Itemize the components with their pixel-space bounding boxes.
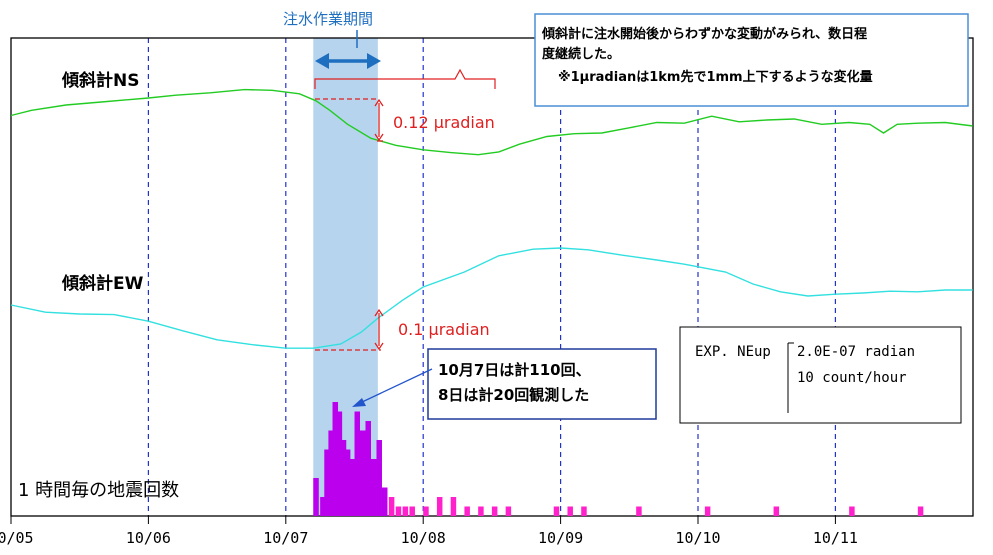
x-tick-label: 10/07 <box>263 529 308 547</box>
quake-bar <box>917 506 924 516</box>
note-line-1: 傾斜計に注水開始後からわずかな変動がみられ、数日程 <box>541 26 867 42</box>
note-line-2: 度継続した。 <box>542 46 620 62</box>
quake-bar <box>324 449 330 516</box>
x-axis-ticks: 10/05 10/06 10/07 10/08 10/09 10/10 10/11 <box>0 516 858 547</box>
callout-box <box>427 348 657 420</box>
x-tick-label: 10/06 <box>126 529 171 547</box>
quake-bar <box>478 506 484 516</box>
quake-bar <box>567 506 573 516</box>
quake-bar <box>409 506 415 516</box>
quake-bar <box>553 506 560 516</box>
quake-bar <box>349 459 355 516</box>
quake-bar <box>359 430 366 516</box>
quake-bar <box>320 497 326 516</box>
ew-delta-label: 0.1 μradian <box>398 320 490 339</box>
series-line-ns <box>10 88 973 156</box>
quake-bar <box>423 506 429 516</box>
injection-period-title: 注水作業期間 <box>283 10 373 28</box>
quake-bar <box>773 506 780 516</box>
quake-bar <box>328 430 334 516</box>
day-gridlines <box>147 38 837 516</box>
quake-bar <box>370 459 377 516</box>
quake-bar <box>436 497 443 516</box>
quake-bar <box>336 411 343 516</box>
ns-delta-arrow-icon <box>374 98 384 142</box>
callout-line-1: 10月7日は計110回、 <box>438 361 591 379</box>
x-tick-label: 10/05 <box>0 529 34 547</box>
series-label-ew: 傾斜計EW <box>61 273 144 294</box>
quake-count-label: 1 時間毎の地震回数 <box>18 480 179 501</box>
quake-bar <box>388 497 395 516</box>
series-line-ew <box>10 247 973 349</box>
ns-delta-label: 0.12 μradian <box>393 113 495 132</box>
plot-frame <box>10 37 974 517</box>
scale-legend-line-2: 10 count/hour <box>797 370 907 386</box>
callout-pointer-icon <box>352 368 433 407</box>
callout-line-2: 8日は計20回観測した <box>438 386 589 404</box>
scale-legend-label: EXP. NEup <box>695 344 771 360</box>
quake-bar <box>313 478 319 516</box>
x-tick-label: 10/11 <box>813 529 858 547</box>
quake-bar <box>704 506 711 516</box>
duration-brace <box>314 68 496 89</box>
ew-delta-arrow-icon <box>374 308 384 351</box>
quake-bar <box>395 506 402 516</box>
note-box <box>534 13 969 107</box>
quake-bar <box>402 506 409 516</box>
quake-bar <box>332 402 339 516</box>
quake-bar <box>505 506 512 516</box>
injection-double-arrow-icon <box>315 53 381 69</box>
quake-bar <box>381 487 388 516</box>
quake-bar <box>636 506 642 516</box>
x-tick-label: 10/10 <box>675 529 720 547</box>
x-tick-label: 10/08 <box>401 529 446 547</box>
quake-bar <box>464 506 470 516</box>
quake-bar <box>581 506 587 516</box>
quake-bar <box>340 440 347 516</box>
quake-bar <box>344 449 351 516</box>
series-label-ns: 傾斜計NS <box>61 70 139 91</box>
quake-bar <box>365 421 371 516</box>
quake-bar <box>376 440 382 516</box>
scale-bar-icon <box>787 342 794 413</box>
quake-bar <box>450 497 457 516</box>
note-line-3: ※1μradianは1km先で1mm上下するような変化量 <box>558 69 873 85</box>
scale-legend-box <box>679 326 962 424</box>
x-tick-label: 10/09 <box>538 529 583 547</box>
quake-count-bars <box>313 402 924 516</box>
quake-bar <box>849 506 855 516</box>
quake-bar <box>354 411 360 516</box>
quake-bar <box>491 506 498 516</box>
scale-legend-line-1: 2.0E-07 radian <box>797 344 915 360</box>
